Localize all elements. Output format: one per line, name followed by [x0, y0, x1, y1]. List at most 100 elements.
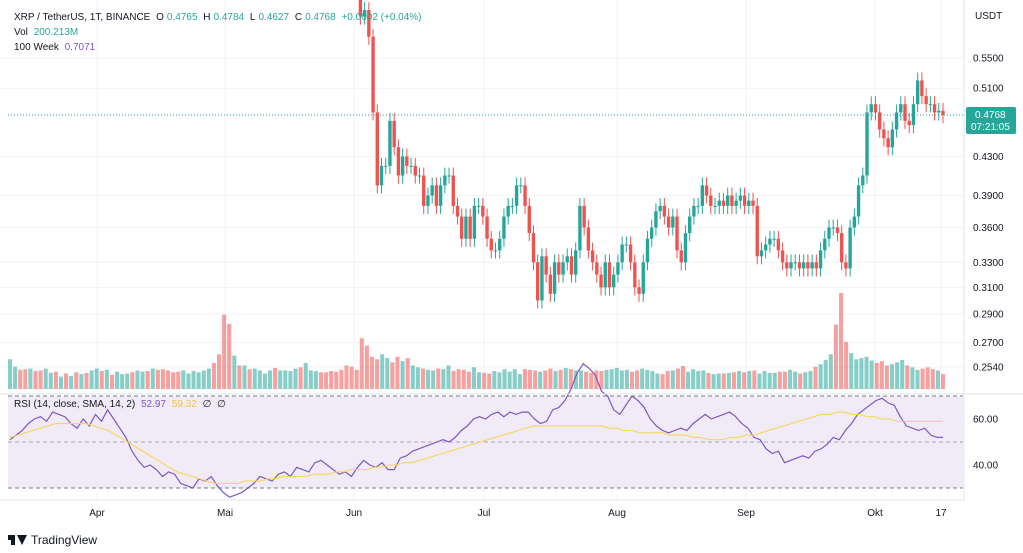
- candle-body: [392, 120, 396, 148]
- candle-body: [911, 104, 916, 126]
- candle-body: [561, 262, 565, 275]
- volume-bar: [145, 371, 150, 389]
- volume-bar: [278, 370, 283, 389]
- volume-bar: [737, 371, 742, 389]
- volume-bar: [461, 369, 466, 389]
- candle-body: [540, 256, 544, 301]
- volume-bar: [94, 368, 99, 389]
- candle-body: [603, 262, 607, 288]
- candle-body: [899, 104, 903, 113]
- candle-body: [941, 110, 945, 116]
- volume-bar: [242, 365, 247, 389]
- volume-bar: [125, 373, 130, 389]
- volume-bar: [43, 368, 48, 389]
- volume-bar: [686, 371, 691, 389]
- volume-bar: [482, 372, 487, 389]
- price-axis[interactable]: 0.5500 0.5100 0.4300 0.3900 0.3600 0.3300 0.31…: [973, 54, 1004, 374]
- volume-bar: [624, 369, 629, 389]
- volume-bar: [267, 370, 273, 389]
- volume-bar: [405, 358, 410, 389]
- candle-body: [612, 274, 616, 288]
- candle-body: [692, 205, 696, 217]
- volume-bar: [920, 368, 925, 389]
- volume-bar: [553, 371, 558, 389]
- volume-label[interactable]: Vol: [14, 27, 28, 38]
- ma-label[interactable]: 100 Week: [14, 42, 59, 53]
- volume-bar: [216, 354, 222, 389]
- candle-body: [443, 175, 447, 186]
- time-tick-label: Sep: [737, 508, 755, 519]
- volume-bar: [925, 367, 930, 389]
- candle-body: [839, 233, 844, 263]
- candle-body: [894, 112, 899, 130]
- candle-body: [882, 129, 886, 139]
- candle-body: [932, 104, 937, 113]
- volume-bar: [130, 372, 135, 389]
- tradingview-brand: TradingView: [31, 533, 98, 547]
- volume-bar: [609, 369, 614, 389]
- volume-bar: [823, 359, 828, 389]
- volume-bar: [492, 371, 497, 389]
- volume-bar: [436, 368, 441, 389]
- candle-body: [726, 195, 730, 206]
- candle-body: [759, 250, 764, 257]
- volume-bar: [181, 370, 186, 389]
- price-badge-value: 0.4768: [975, 110, 1006, 121]
- volume-bar: [380, 354, 385, 389]
- volume-bar: [420, 368, 426, 389]
- price-tick-label: 0.3300: [973, 258, 1004, 269]
- rsi-tick-label: 40.00: [973, 461, 998, 472]
- candle-body: [751, 200, 755, 206]
- candle-body: [498, 238, 502, 251]
- volume-bar: [375, 359, 380, 389]
- candle-body: [460, 216, 464, 239]
- volume-bar: [441, 369, 446, 389]
- price-tick-label: 0.5500: [973, 54, 1004, 65]
- volume-bar: [385, 358, 390, 389]
- rsi-empty-1: ∅: [202, 399, 212, 410]
- symbol-title[interactable]: XRP / TetherUS, 1T, BINANCE: [14, 12, 151, 23]
- volume-bar: [206, 368, 211, 389]
- candle-body: [928, 104, 933, 106]
- volume-bar: [660, 374, 665, 389]
- candle-body: [920, 80, 924, 97]
- ohlc-close-label: C: [294, 12, 303, 23]
- volume-bar: [232, 355, 237, 389]
- volume-bar: [13, 366, 18, 389]
- rsi-axis[interactable]: 60.00 40.00: [973, 415, 998, 472]
- volume-bar: [527, 369, 533, 389]
- rsi-tick-label: 60.00: [973, 415, 998, 426]
- volume-bar: [191, 371, 196, 389]
- volume-bar: [257, 370, 262, 389]
- ohlc-low: 0.4627: [258, 12, 290, 23]
- candle-body: [675, 216, 679, 251]
- candle-body: [493, 250, 498, 252]
- volume-bar: [828, 354, 833, 389]
- time-tick-label: Okt: [867, 508, 883, 519]
- candle-body: [924, 96, 928, 105]
- candle-body: [476, 205, 481, 207]
- rsi-lines: [8, 362, 963, 498]
- candle-body: [658, 205, 662, 212]
- volume-bar: [273, 367, 278, 389]
- candle-body: [810, 262, 814, 269]
- candle-body: [890, 129, 895, 148]
- rsi-label[interactable]: RSI (14, close, SMA, 14, 2): [14, 399, 136, 410]
- time-axis[interactable]: Apr Mai Jun Jul Aug Sep Okt 17: [89, 508, 947, 519]
- volume-bar: [900, 359, 905, 389]
- candle-body: [624, 244, 629, 246]
- volume-bar: [79, 374, 84, 389]
- volume-bar: [497, 372, 502, 389]
- time-tick-label: Apr: [89, 508, 105, 519]
- candle-body: [852, 216, 857, 228]
- volume-bar: [629, 371, 635, 389]
- candle-body: [873, 104, 878, 113]
- volume-bar: [578, 370, 584, 389]
- candle-body: [548, 274, 553, 294]
- candle-body: [590, 250, 595, 263]
- tradingview-footer[interactable]: TradingView: [8, 533, 97, 547]
- volume-bar: [262, 373, 267, 389]
- ohlc-open-label: O: [156, 12, 164, 23]
- candle-body: [785, 262, 789, 269]
- volume-bar: [675, 368, 680, 389]
